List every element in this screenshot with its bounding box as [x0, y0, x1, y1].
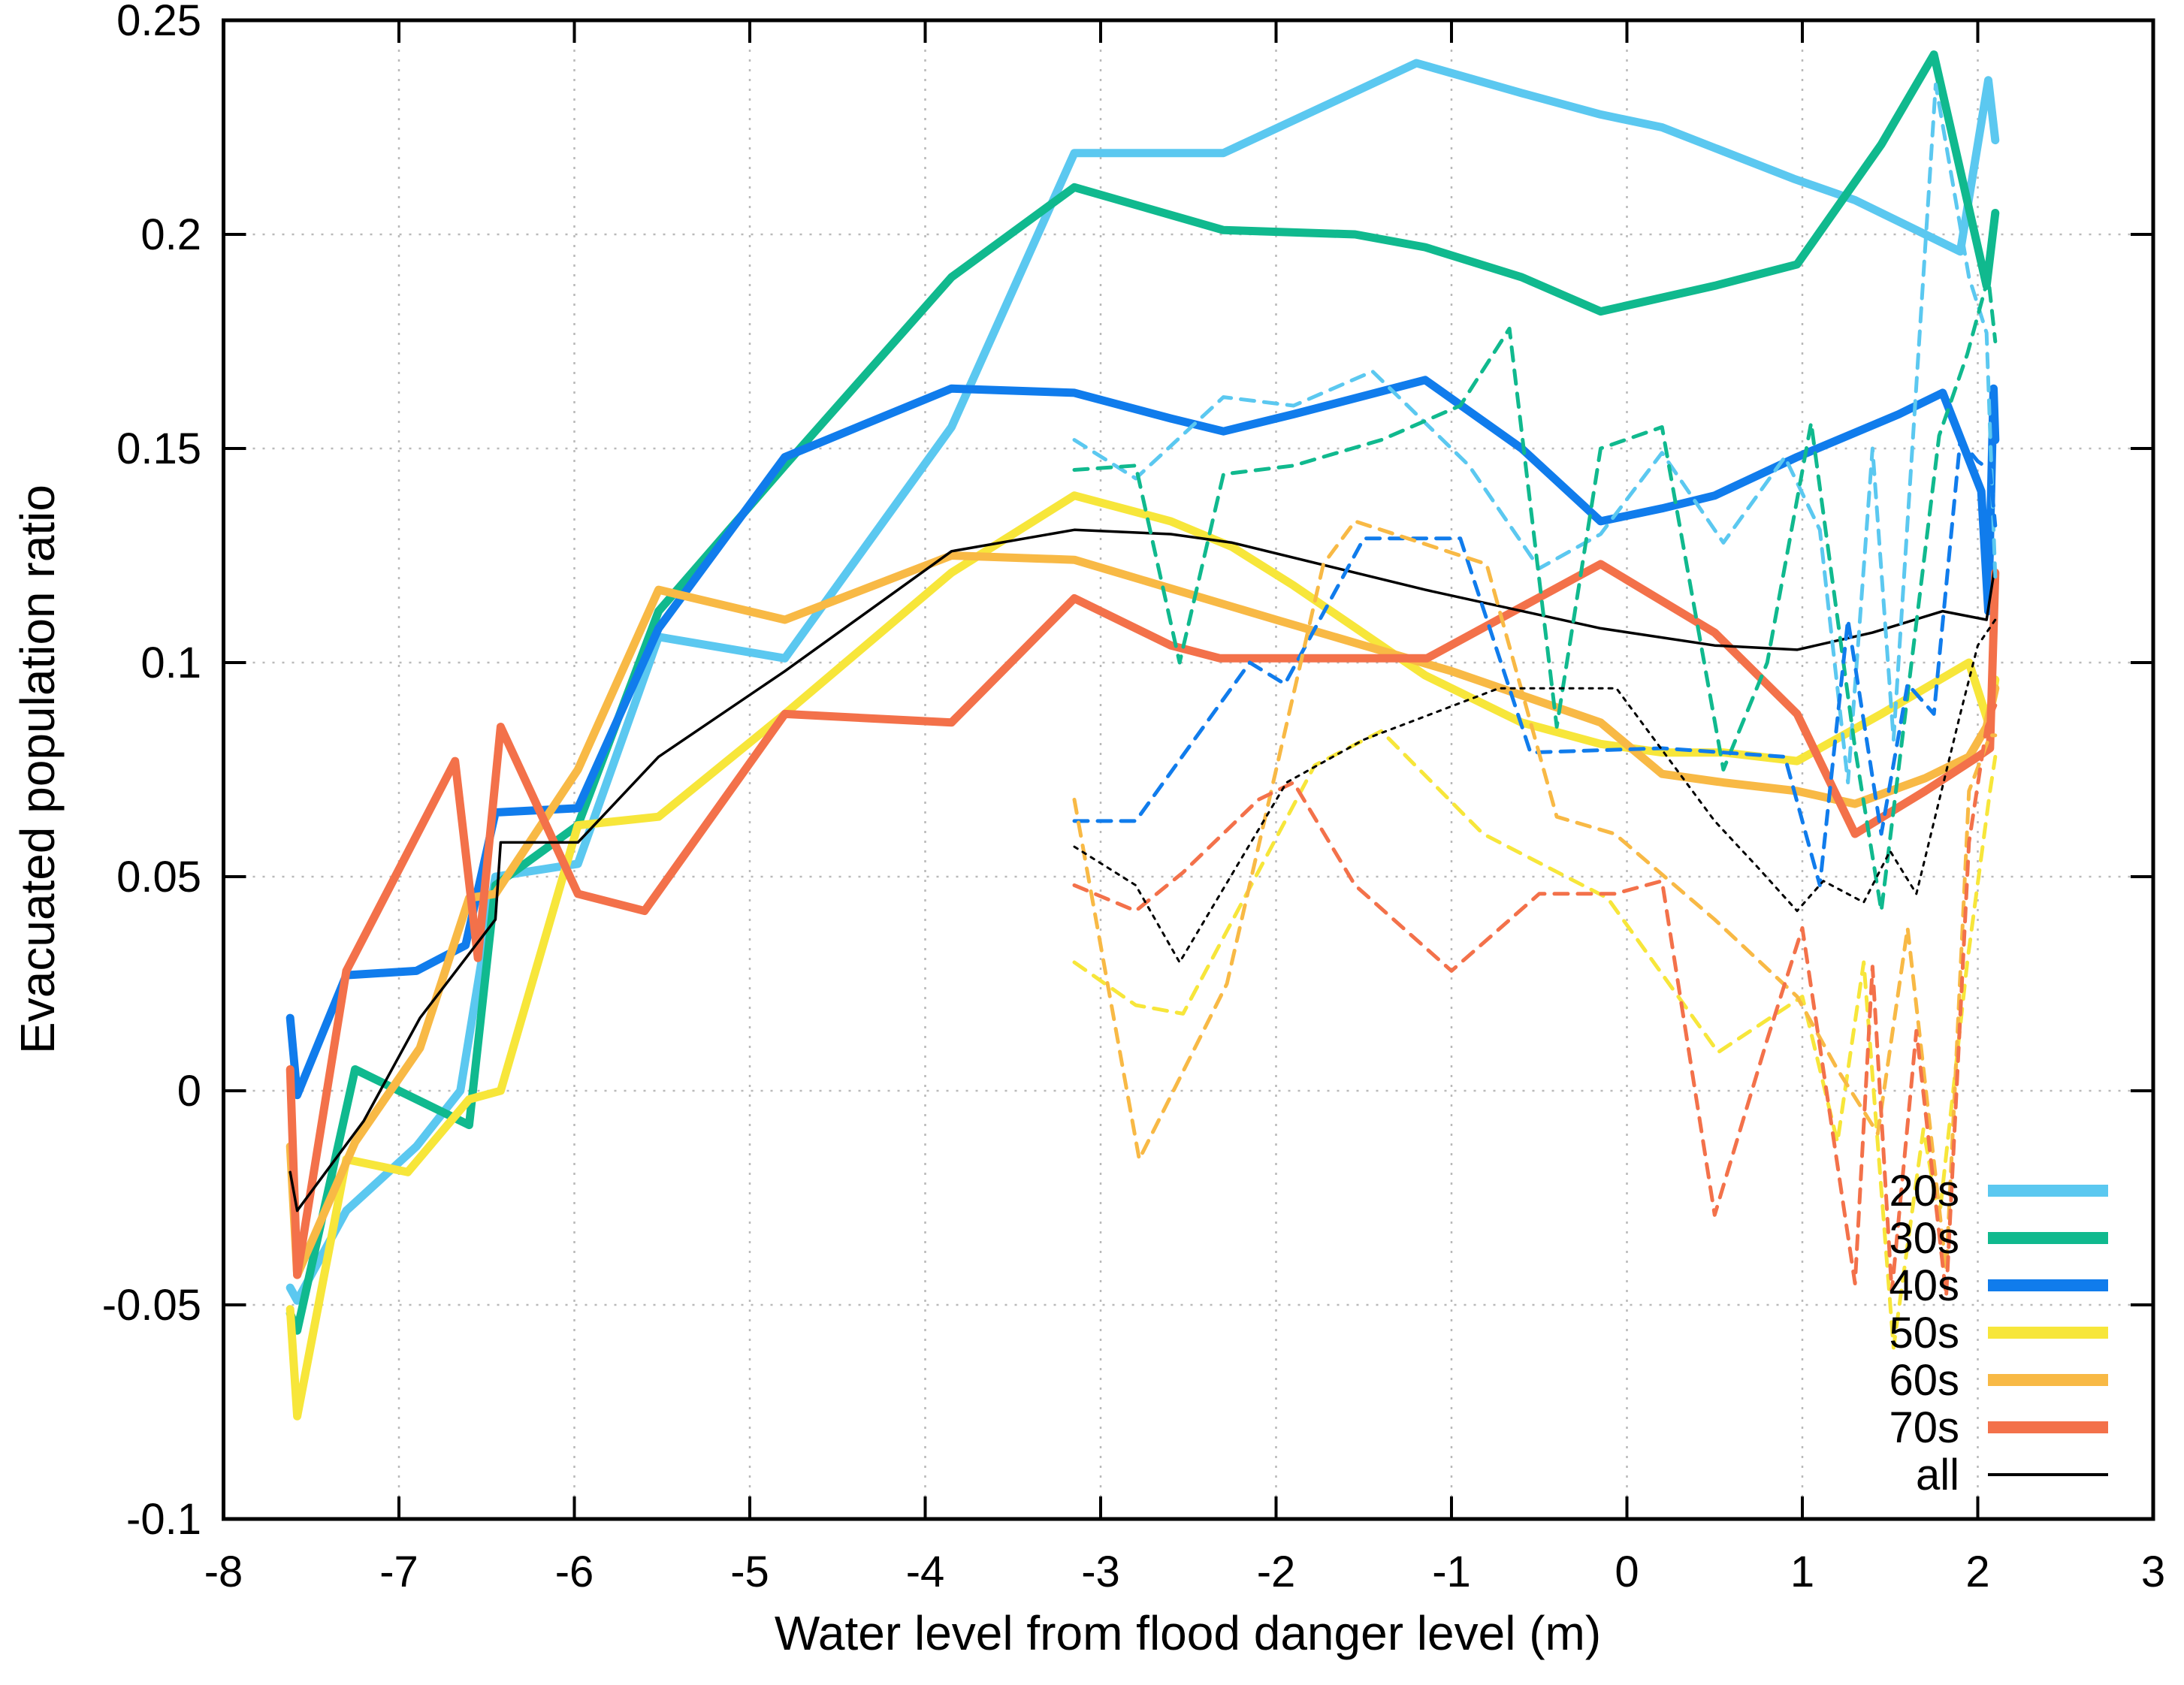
legend-label-60s: 60s: [1889, 1356, 1959, 1405]
series-line-60s-dashed: [1072, 519, 1998, 1273]
legend-item-all: all: [1916, 1451, 2108, 1499]
x-tick-label-0: 0: [1615, 1548, 1639, 1596]
x-tick-label-1: 1: [1790, 1548, 1814, 1596]
legend-item-70s: 70s: [1889, 1403, 2108, 1452]
series-line-40s-dashed: [1072, 438, 1998, 887]
legend-label-all: all: [1916, 1451, 1959, 1499]
legend-label-40s: 40s: [1889, 1261, 1959, 1310]
x-tick-label--8: -8: [204, 1548, 243, 1596]
legend-label-70s: 70s: [1889, 1403, 1959, 1452]
y-tick-label-0.15: 0.15: [116, 424, 201, 473]
series-line-30s-dashed: [1072, 275, 1998, 913]
x-tick-label--7: -7: [379, 1548, 418, 1596]
x-axis-title: Water level from flood danger level (m): [775, 1606, 1601, 1660]
x-tick-label--5: -5: [730, 1548, 769, 1596]
x-tick-label-3: 3: [2141, 1548, 2165, 1596]
x-tick-label--6: -6: [555, 1548, 594, 1596]
plot-frame: [222, 18, 2155, 1521]
gridlines: [223, 20, 2153, 1519]
series-line-70s: [285, 560, 2000, 1279]
y-tick-label-0.1: 0.1: [140, 639, 201, 687]
x-tick-label--3: -3: [1081, 1548, 1120, 1596]
legend-item-60s: 60s: [1889, 1356, 2108, 1405]
series-line-40s: [285, 376, 2000, 1100]
series-line-50s-dashed: [1072, 729, 1998, 1350]
legend-label-20s: 20s: [1889, 1167, 1959, 1215]
series-line-20s-dashed: [1072, 83, 1998, 785]
x-tick-label--2: -2: [1257, 1548, 1296, 1596]
y-tick-label-0.25: 0.25: [116, 0, 201, 45]
series-line-50s: [285, 491, 2000, 1421]
y-tick-label-0: 0: [177, 1067, 201, 1116]
series-line-30s: [285, 50, 2000, 1335]
legend-item-50s: 50s: [1889, 1309, 2108, 1357]
legend-item-30s: 30s: [1889, 1214, 2108, 1263]
tick-labels: -8 -7 -6 -5 -4 -3 -2 -1 0 1 2 3 -0.1 -0.05 0 0.05 0.1 0.1…: [102, 0, 2165, 1596]
x-tick-label-2: 2: [1965, 1548, 1989, 1596]
plot-border: [222, 18, 2155, 1521]
series-lines: [285, 50, 2000, 1421]
legend-item-40s: 40s: [1889, 1261, 2108, 1310]
legend-item-20s: 20s: [1889, 1167, 2108, 1215]
series-line-70s-dashed: [1072, 703, 1998, 1299]
y-tick-label--0.1: -0.1: [126, 1495, 201, 1544]
series-line-all-dashed: [1073, 618, 1997, 964]
legend-label-50s: 50s: [1889, 1309, 1959, 1357]
y-tick-label-0.05: 0.05: [116, 853, 201, 901]
legend-label-30s: 30s: [1889, 1214, 1959, 1263]
y-tick-label--0.05: -0.05: [102, 1281, 201, 1330]
y-axis-title: Evacuated population ratio: [11, 485, 65, 1054]
series-line-20s: [285, 59, 2000, 1305]
x-tick-label--1: -1: [1432, 1548, 1471, 1596]
x-tick-label--4: -4: [906, 1548, 945, 1596]
y-tick-label-0.2: 0.2: [140, 210, 201, 259]
